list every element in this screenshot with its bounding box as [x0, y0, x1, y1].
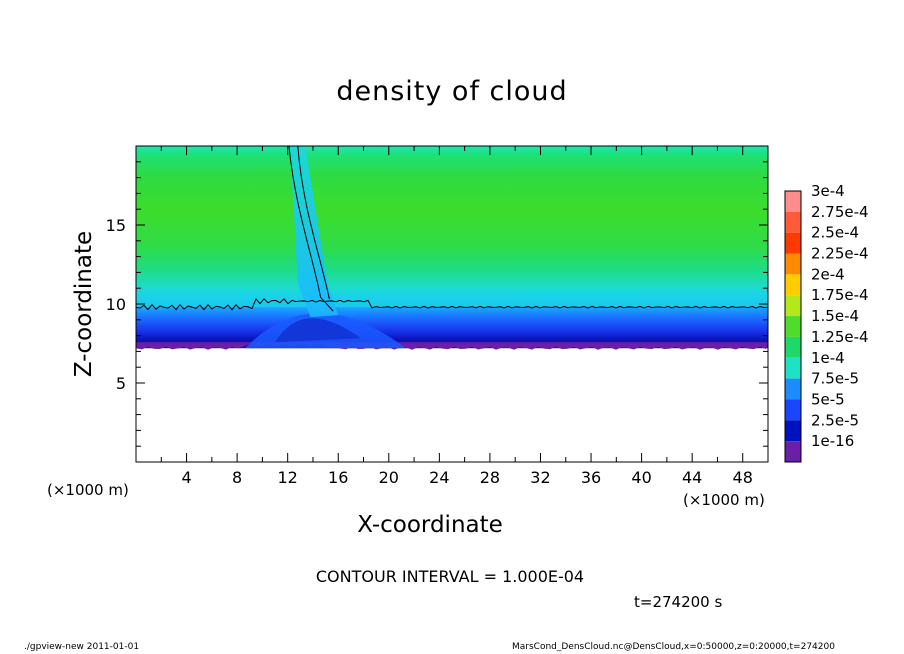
x-unit-label: (×1000 m) [47, 481, 129, 499]
colorbar-unit-label: (×1000 m) [683, 491, 765, 509]
colorbar-swatch [785, 420, 801, 442]
time-label: t=274200 s [634, 593, 723, 611]
colorbar-swatch [785, 191, 801, 212]
colorbar-label: 2.25e-4 [811, 245, 869, 263]
clear-air [136, 351, 768, 462]
cloud-base-layer [136, 307, 768, 349]
cloud-upper-field [136, 146, 768, 310]
contour-interval-label: CONTOUR INTERVAL = 1.000E-04 [315, 567, 585, 586]
x-tick-label: 28 [480, 468, 500, 487]
colorbar-swatch [785, 441, 801, 462]
chart-title: density of cloud [336, 76, 568, 107]
x-tick-label: 4 [181, 468, 191, 487]
colorbar-label: 1.75e-4 [811, 286, 869, 304]
x-tick-label: 36 [581, 468, 601, 487]
colorbar-frame [784, 190, 802, 463]
colorbar-label: 2e-4 [811, 265, 845, 283]
colorbar-swatch [785, 232, 801, 254]
x-tick-label: 12 [278, 468, 298, 487]
colorbar: 3e-4 2.75e-4 2.5e-4 2.25e-4 2e-4 1.75e-4 1.5e-… [784, 182, 869, 463]
colorbar-swatch [785, 253, 801, 275]
x-axis-label: X-coordinate [357, 512, 503, 538]
colorbar-label: 2.5e-4 [811, 224, 859, 242]
colorbar-label: 1.5e-4 [811, 307, 859, 325]
colorbar-swatch [785, 357, 801, 379]
y-tick-label: 15 [106, 216, 126, 235]
x-tick-label: 20 [379, 468, 399, 487]
y-axis-label: Z-coordinate [71, 230, 97, 378]
contour-line [297, 145, 330, 300]
colorbar-label: 2.75e-4 [811, 203, 869, 221]
colorbar-label: 1.25e-4 [811, 328, 869, 346]
x-tick-label: 8 [232, 468, 242, 487]
colorbar-label: 3e-4 [811, 182, 845, 200]
colorbar-label: 2.5e-5 [811, 411, 859, 429]
colorbar-swatch [785, 295, 801, 317]
x-tick-label: 16 [328, 468, 348, 487]
contour-line [135, 298, 769, 311]
colorbar-swatch [785, 274, 801, 296]
colorbar-swatch [785, 316, 801, 337]
cloud-base-edge [136, 342, 768, 350]
x-tick-label: 44 [682, 468, 702, 487]
colorbar-swatch [785, 211, 801, 233]
colorbar-swatch [785, 336, 801, 358]
y-tick-label: 5 [116, 374, 126, 393]
colorbar-label: 1e-16 [811, 432, 854, 450]
x-tick-label: 24 [429, 468, 449, 487]
x-tick-label: 40 [631, 468, 651, 487]
colorbar-swatch [785, 399, 801, 421]
contour-line [288, 145, 334, 312]
colorbar-label: 5e-5 [811, 390, 845, 408]
colorbar-label: 1e-4 [811, 349, 845, 367]
colorbar-swatch [785, 378, 801, 400]
y-tick-label: 10 [106, 295, 126, 314]
plume-streak [290, 146, 339, 318]
colorbar-label: 7.5e-5 [811, 370, 859, 388]
x-tick-label: 48 [733, 468, 753, 487]
plume-core [275, 318, 361, 343]
footer-right: MarsCond_DensCloud.nc@DensCloud,x=0:5000… [512, 642, 835, 652]
x-tick-label: 32 [530, 468, 550, 487]
footer-left: ./gpview-new 2011-01-01 [24, 642, 140, 652]
